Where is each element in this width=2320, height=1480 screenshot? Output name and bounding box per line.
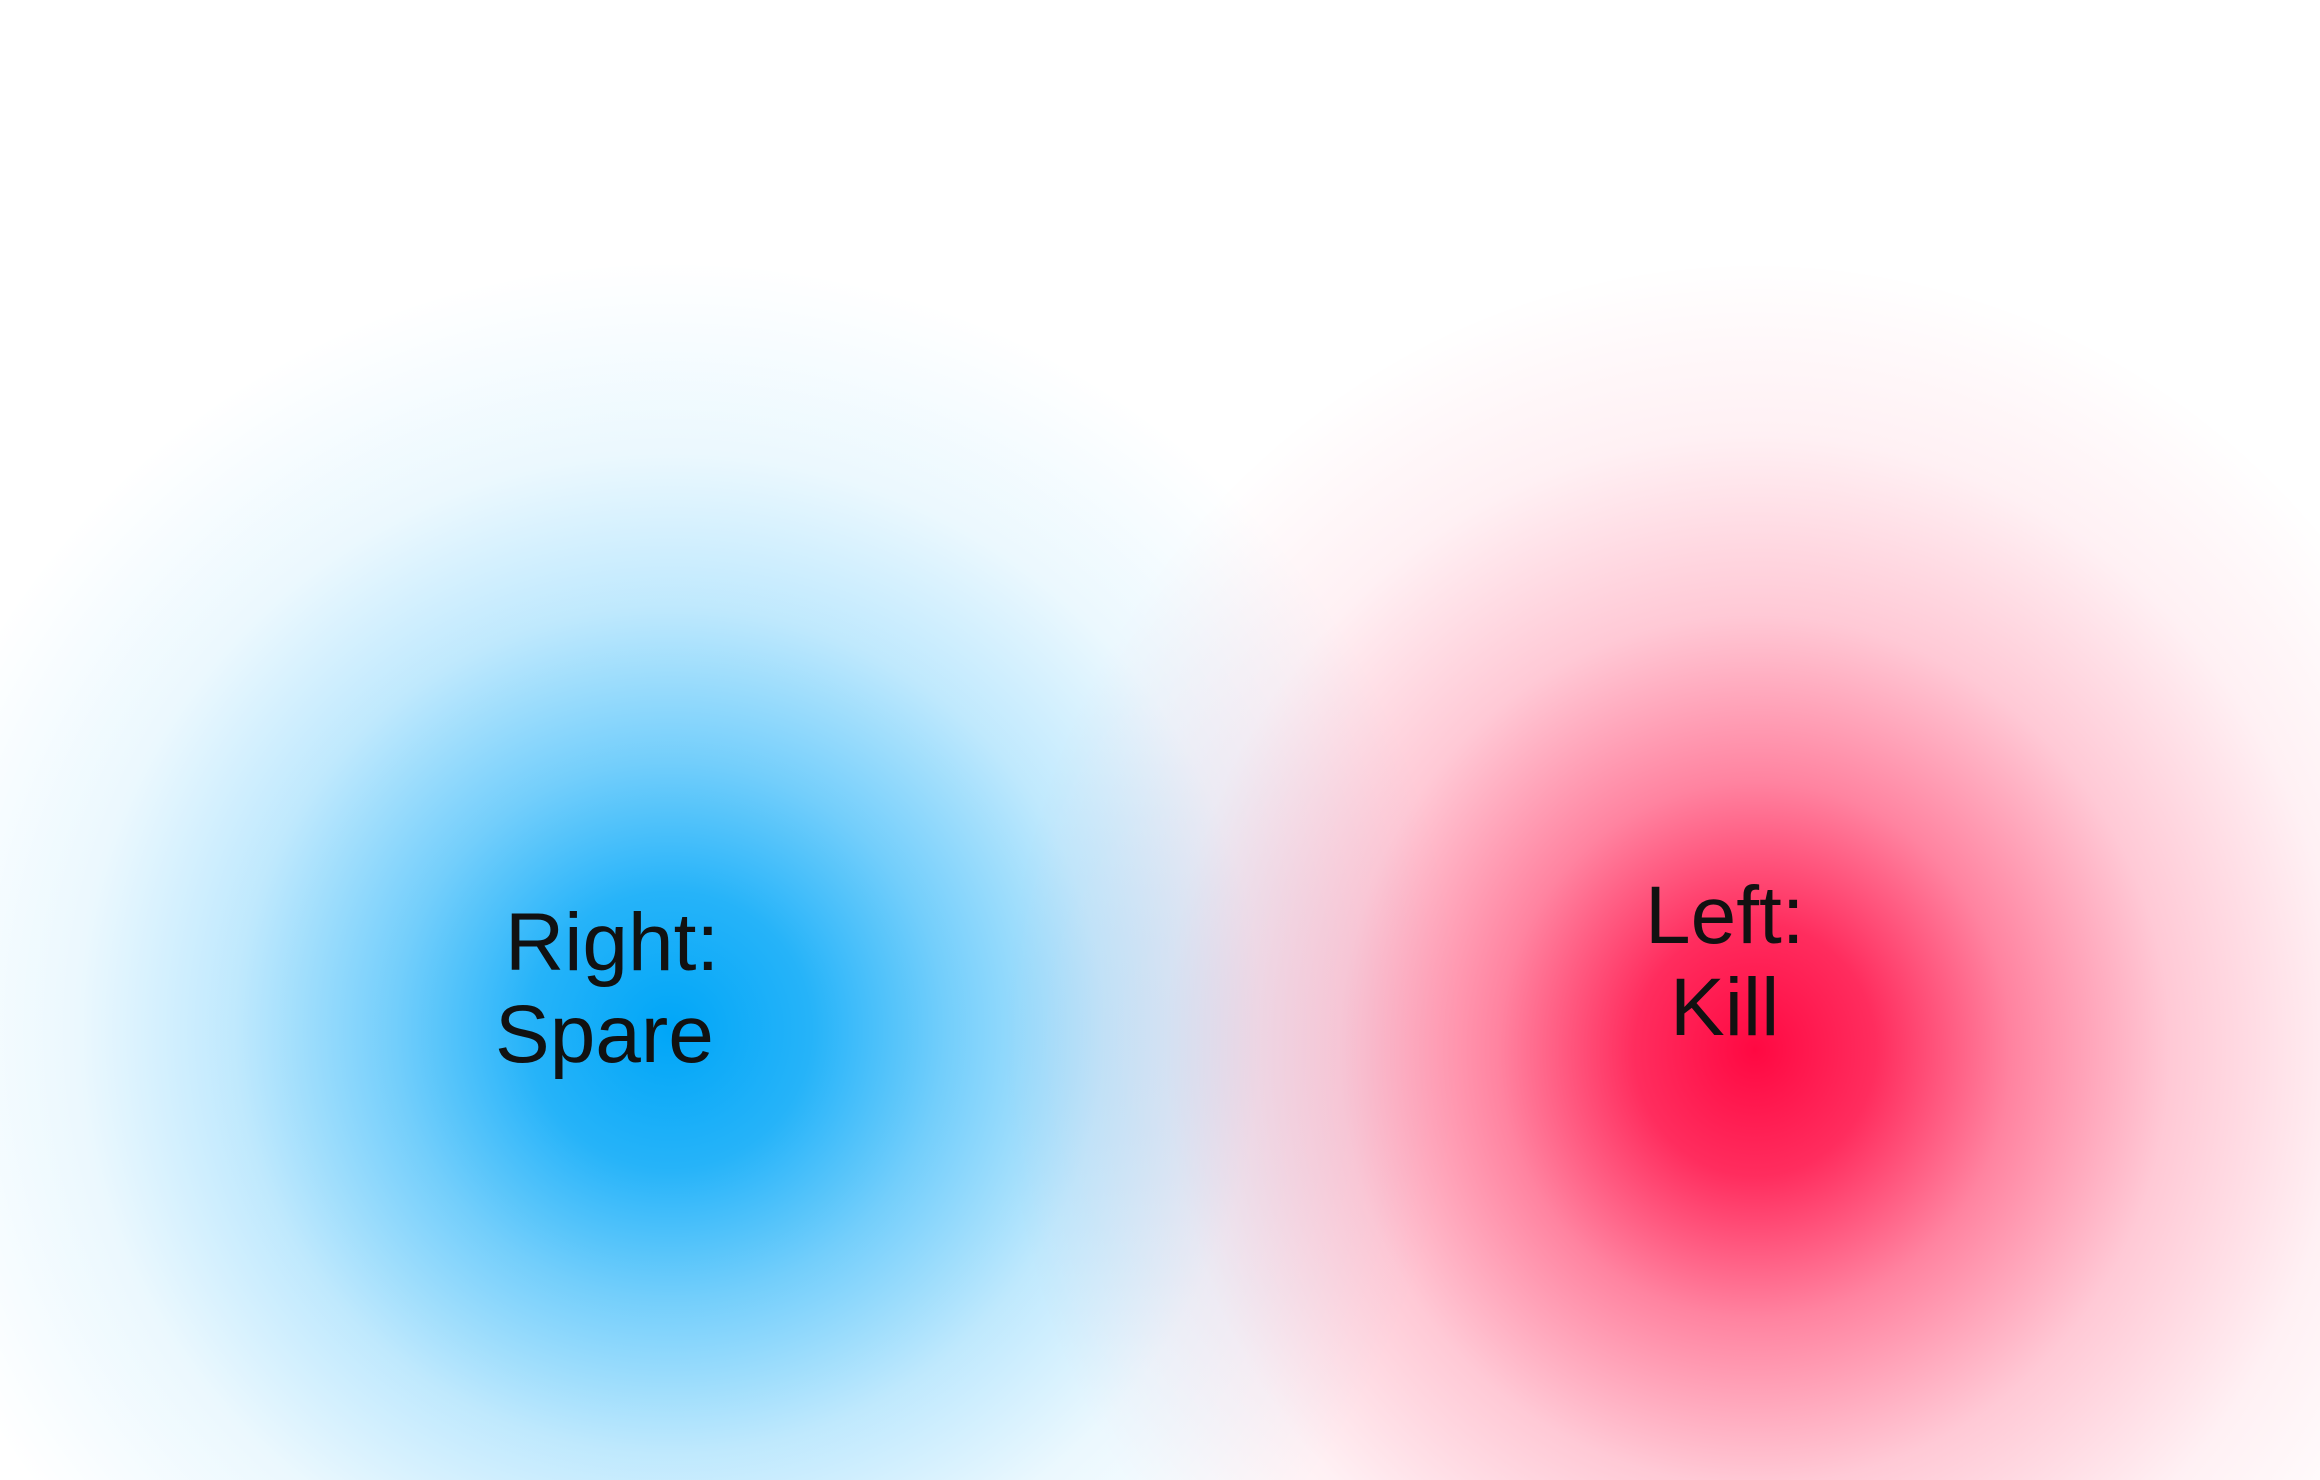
spare-label-action: Spare <box>495 989 714 1080</box>
spare-label: Right: Spare <box>495 897 720 1081</box>
kill-label-action: Kill <box>1670 962 1780 1053</box>
spare-label-direction: Right: <box>505 897 720 988</box>
kill-label: Left: Kill <box>1645 870 1805 1054</box>
kill-label-direction: Left: <box>1645 870 1805 961</box>
